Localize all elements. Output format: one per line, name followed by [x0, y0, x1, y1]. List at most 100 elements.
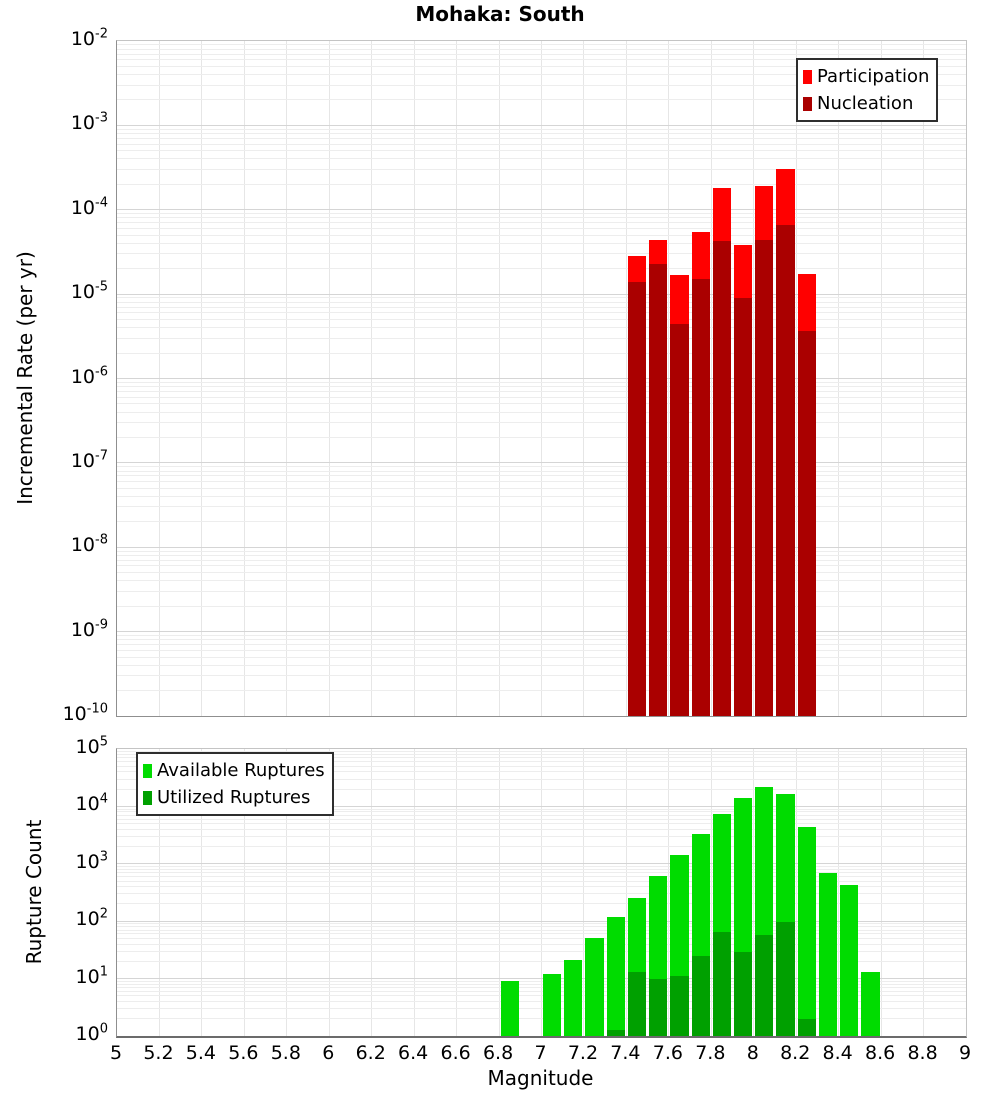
minor-gridline — [117, 664, 966, 666]
minor-gridline — [117, 872, 966, 874]
x-tick-label: 5.2 — [143, 1042, 174, 1064]
y-axis-title-count: Rupture Count — [22, 819, 46, 965]
minor-gridline — [117, 995, 966, 997]
minor-gridline — [117, 808, 966, 810]
minor-gridline — [117, 222, 966, 224]
major-gridline — [117, 546, 966, 548]
minor-gridline — [117, 675, 966, 677]
y-tick-label: 103 — [75, 849, 108, 873]
x-tick-label: 6.8 — [482, 1042, 514, 1064]
minor-gridline — [117, 926, 966, 928]
minor-gridline — [117, 835, 966, 837]
minor-gridline — [117, 950, 966, 952]
vertical-gridline — [583, 749, 585, 1036]
minor-gridline — [117, 559, 966, 561]
minor-gridline — [117, 213, 966, 215]
minor-gridline — [117, 487, 966, 489]
x-tick-label: 5.6 — [228, 1042, 259, 1064]
x-tick-label: 8.8 — [907, 1042, 938, 1064]
vertical-gridline — [328, 749, 330, 1036]
x-tick-label: 6.4 — [398, 1042, 429, 1064]
vertical-gridline — [158, 749, 160, 1036]
minor-gridline — [117, 644, 966, 646]
legend-label-available-ruptures: Available Ruptures — [157, 760, 325, 781]
major-gridline — [117, 805, 966, 807]
x-tick-label: 5 — [109, 1042, 123, 1064]
minor-gridline — [117, 876, 966, 878]
minor-gridline — [117, 301, 966, 303]
legend-label-utilized-ruptures: Utilized Ruptures — [157, 787, 311, 808]
minor-gridline — [117, 352, 966, 354]
bar-available-ruptures-m8.45 — [840, 885, 859, 1036]
vertical-gridline — [371, 749, 373, 1036]
minor-gridline — [117, 128, 966, 130]
minor-gridline — [117, 690, 966, 692]
major-gridline — [117, 863, 966, 865]
major-gridline — [117, 631, 966, 633]
x-tick-label: 8 — [746, 1042, 759, 1064]
vertical-gridline — [710, 749, 712, 1036]
major-gridline — [117, 209, 966, 211]
minor-gridline — [117, 84, 966, 86]
major-gridline — [117, 462, 966, 464]
minor-gridline — [117, 168, 966, 170]
minor-gridline — [117, 1008, 966, 1010]
minor-gridline — [117, 403, 966, 405]
bar-nucleation-m7.55 — [649, 263, 668, 716]
minor-gridline — [117, 422, 966, 424]
x-tick-label: 6 — [322, 1042, 335, 1064]
bar-nucleation-m7.85 — [712, 240, 732, 716]
minor-gridline — [117, 846, 966, 848]
minor-gridline — [117, 868, 966, 870]
x-tick-label: 6.2 — [355, 1042, 386, 1064]
minor-gridline — [117, 53, 966, 55]
x-tick-label: 8.2 — [780, 1042, 811, 1064]
y-tick-label: 10-10 — [62, 701, 108, 725]
minor-gridline — [117, 99, 966, 101]
major-gridline — [117, 378, 966, 379]
minor-gridline — [117, 297, 966, 299]
y-tick-label: 102 — [75, 906, 108, 931]
major-gridline — [117, 293, 966, 295]
vertical-gridline — [413, 749, 415, 1036]
bar-utilized-ruptures-m7.95 — [734, 952, 753, 1036]
minor-gridline — [117, 217, 966, 219]
minor-gridline — [117, 590, 966, 592]
minor-gridline — [117, 572, 966, 574]
minor-gridline — [117, 521, 966, 523]
bar-utilized-ruptures-m8.25 — [797, 1018, 816, 1036]
y-tick-label: 10-8 — [70, 532, 108, 557]
minor-gridline — [117, 65, 966, 67]
minor-gridline — [117, 506, 966, 508]
plot-area-incremental-rate — [116, 40, 967, 717]
minor-gridline — [117, 565, 966, 567]
legend-rate-chart: Participation Nucleation — [796, 58, 939, 122]
minor-gridline — [117, 470, 966, 472]
bar-nucleation-m7.75 — [691, 279, 710, 716]
minor-gridline — [117, 605, 966, 607]
vertical-gridline — [201, 749, 203, 1036]
legend-item-utilized-ruptures: Utilized Ruptures — [143, 784, 325, 811]
legend-label-nucleation: Nucleation — [817, 93, 914, 114]
minor-gridline — [117, 234, 966, 236]
x-tick-label: 7 — [534, 1042, 547, 1064]
bar-nucleation-m8.05 — [755, 239, 774, 716]
minor-gridline — [117, 327, 966, 329]
bar-nucleation-m7.45 — [627, 281, 647, 716]
vertical-gridline — [880, 749, 882, 1036]
minor-gridline — [117, 986, 966, 988]
minor-gridline — [117, 475, 966, 477]
minor-gridline — [117, 268, 966, 270]
bar-available-ruptures-m7.15 — [564, 960, 583, 1036]
bar-nucleation-m8.25 — [797, 330, 816, 716]
minor-gridline — [117, 828, 966, 830]
vertical-gridline — [541, 749, 542, 1036]
minor-gridline — [117, 983, 966, 985]
available-ruptures-swatch-icon — [143, 763, 152, 778]
x-tick-label: 7.6 — [652, 1042, 683, 1064]
x-tick-label: 5.4 — [185, 1042, 216, 1064]
vertical-gridline — [498, 749, 500, 1036]
minor-gridline — [117, 960, 966, 962]
vertical-gridline — [795, 749, 797, 1036]
bar-available-ruptures-m8.55 — [861, 972, 880, 1036]
